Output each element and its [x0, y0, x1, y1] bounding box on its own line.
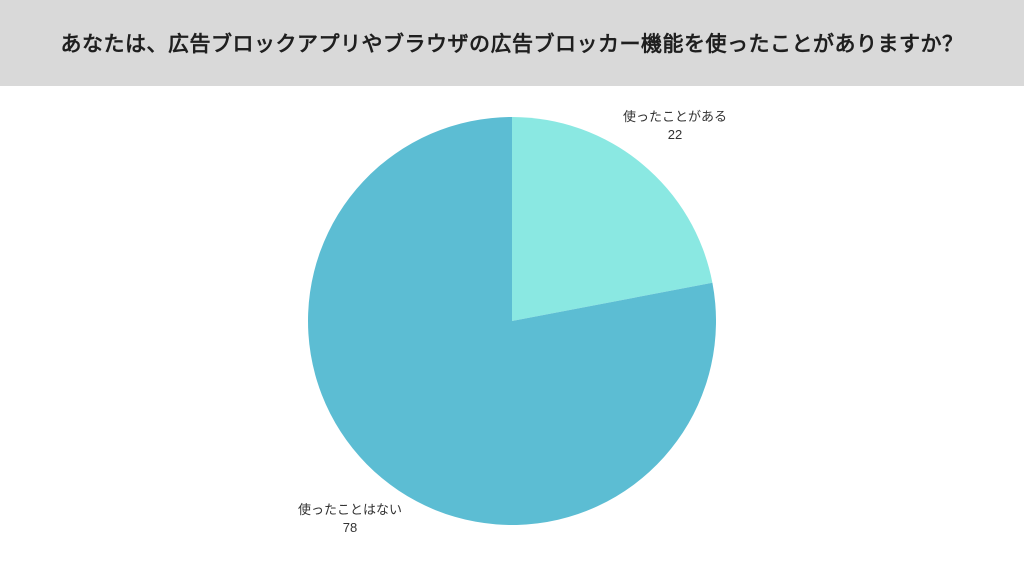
pie-label-not-used-text: 使ったことはない	[297, 502, 402, 517]
pie-label-not-used-value: 78	[342, 520, 358, 535]
chart-title-bar: あなたは、広告ブロックアプリやブラウザの広告ブロッカー機能を使ったことがあります…	[0, 0, 1024, 86]
pie-chart	[308, 117, 716, 525]
pie-label-used-text: 使ったことがある	[622, 109, 727, 124]
pie-chart-area: 使ったことがある 22 使ったことはない 78	[0, 86, 1024, 576]
pie-slice-0	[512, 117, 713, 321]
pie-slice-1	[308, 117, 716, 525]
chart-title: あなたは、広告ブロックアプリやブラウザの広告ブロッカー機能を使ったことがあります…	[60, 33, 964, 56]
pie-label-used-value: 22	[667, 127, 683, 142]
pie-label-used: 使ったことがある 22	[575, 108, 775, 144]
pie-label-not-used: 使ったことはない 78	[250, 501, 450, 537]
